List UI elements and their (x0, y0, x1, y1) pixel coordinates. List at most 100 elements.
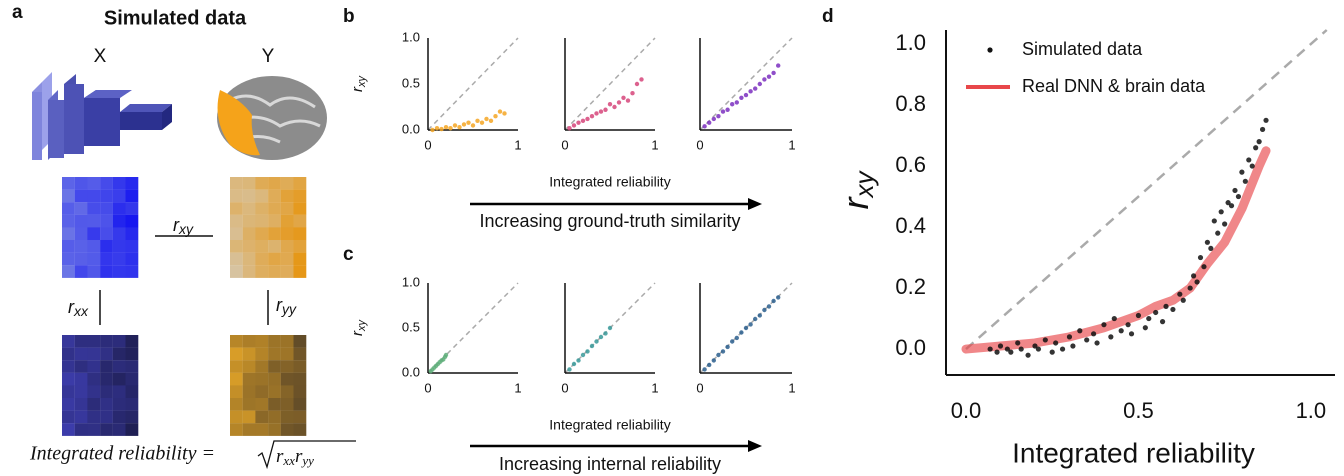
x-tick-label: 1 (651, 137, 658, 152)
heatmap-cell (87, 240, 101, 253)
data-point (748, 89, 753, 94)
data-point (1135, 312, 1142, 319)
data-point (1101, 322, 1107, 328)
heatmap-cell (100, 227, 113, 241)
data-point (580, 352, 586, 358)
heatmap-cell (100, 265, 113, 278)
heatmap-cell (268, 177, 281, 190)
y-tick-label: 0.2 (895, 274, 926, 299)
data-point (1201, 264, 1207, 270)
data-point (1246, 157, 1252, 163)
heatmap-cell (293, 360, 307, 373)
chart: 0 1 Integrated reliability (549, 37, 671, 190)
heatmap-cell (280, 423, 294, 436)
identity-line (699, 37, 793, 131)
heatmap-cell (280, 360, 294, 373)
x-tick-label: 0.5 (1123, 398, 1154, 423)
heatmap-cell (293, 240, 307, 253)
y-axis-label-sub: xy (356, 75, 368, 89)
annotation: ryy (276, 295, 297, 317)
data-point (766, 304, 772, 309)
heatmap-cell (62, 227, 75, 241)
data-point (502, 111, 507, 116)
heatmap-cell (255, 372, 269, 386)
data-point (1142, 325, 1148, 331)
heatmap-cell (293, 202, 307, 215)
heatmap-cell (100, 252, 113, 266)
heatmap-cell (62, 385, 75, 399)
heatmap-cell (62, 372, 75, 386)
data-point (1018, 346, 1024, 352)
heatmap-cell (280, 398, 294, 411)
formula-sub: yy (300, 453, 314, 468)
data-point (598, 109, 604, 114)
y-axis-label: rxy (349, 319, 368, 337)
heatmap-cell (230, 202, 243, 215)
data-point (1146, 315, 1152, 322)
heatmap-cell (112, 360, 126, 373)
data-point (1211, 218, 1217, 224)
formula-base: r (295, 446, 303, 467)
data-point (1059, 346, 1066, 352)
heatmap-cell (293, 398, 307, 411)
heatmap-cell (280, 240, 294, 253)
annotation-base: r (276, 295, 283, 315)
identity-line (564, 37, 656, 131)
heatmap-cell (100, 398, 113, 411)
data-point (1263, 117, 1269, 123)
x-tick-label: 1 (788, 380, 795, 395)
data-point (466, 120, 471, 125)
data-point (594, 339, 599, 344)
data-point (1228, 203, 1235, 209)
heatmap-cell (100, 410, 113, 424)
heatmap-cell (87, 372, 101, 386)
heatmap-cell (62, 360, 75, 373)
data-point (1118, 328, 1124, 334)
heatmap-cell (112, 372, 126, 386)
data-point (725, 107, 730, 112)
heatmap-cell (87, 214, 101, 228)
heatmap-cell (112, 177, 126, 190)
x-axis-label: Integrated reliability (549, 417, 670, 433)
data-point (734, 335, 739, 341)
heatmap-cell (62, 347, 75, 361)
data-point (711, 116, 716, 122)
heatmap-cell (112, 189, 126, 203)
data-point (1070, 343, 1076, 349)
data-point (1194, 279, 1200, 285)
heatmap-cell (125, 398, 139, 411)
heatmap-cell (230, 385, 243, 399)
data-point (1259, 126, 1266, 133)
data-point (711, 358, 716, 363)
heatmaps (62, 177, 307, 436)
heatmap-cell (125, 202, 139, 215)
data-line (961, 146, 1271, 354)
heatmap-cell (293, 265, 307, 278)
heatmap-cell (74, 410, 88, 424)
data-point (493, 114, 498, 119)
annotation-sub: xy (178, 221, 194, 237)
data-point (1128, 331, 1135, 337)
data-point (771, 70, 776, 76)
heatmap-cell (230, 423, 243, 436)
heatmap-cell (242, 398, 256, 411)
heatmap-cell (112, 347, 126, 361)
data-point (762, 307, 767, 313)
data-point (1108, 334, 1114, 340)
heatmap-cell (87, 252, 101, 266)
heatmap-cell (280, 189, 294, 203)
data-point (753, 86, 758, 91)
annotation: rxx (68, 297, 89, 319)
heatmap-cell (268, 410, 281, 424)
y-axis-label-base: r (349, 86, 366, 92)
heatmap-cell (242, 423, 256, 436)
data-point (452, 123, 458, 128)
heatmap-cell (268, 423, 281, 436)
heatmap-cell (230, 372, 243, 386)
y-tick-label: 0.5 (402, 75, 420, 90)
heatmap-cell (87, 423, 101, 436)
identity-line (427, 37, 519, 131)
heatmap-cell (268, 189, 281, 203)
heatmap-cell (268, 227, 281, 241)
data-point (567, 367, 572, 372)
